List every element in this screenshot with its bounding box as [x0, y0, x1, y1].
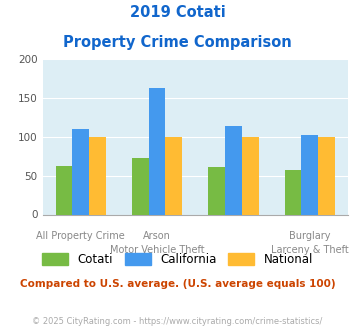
Text: Arson: Arson [143, 231, 171, 241]
Bar [56, 166, 72, 214]
Bar [149, 88, 165, 214]
Bar [89, 137, 106, 214]
Text: All Property Crime: All Property Crime [36, 231, 125, 241]
Bar [318, 137, 335, 214]
Bar [242, 137, 258, 214]
Bar [225, 126, 242, 214]
Text: 2019 Cotati: 2019 Cotati [130, 5, 225, 20]
Text: Motor Vehicle Theft: Motor Vehicle Theft [110, 245, 204, 255]
Text: Property Crime Comparison: Property Crime Comparison [63, 35, 292, 50]
Text: © 2025 CityRating.com - https://www.cityrating.com/crime-statistics/: © 2025 CityRating.com - https://www.city… [32, 317, 323, 326]
Bar [72, 129, 89, 214]
Bar [301, 135, 318, 214]
Text: Compared to U.S. average. (U.S. average equals 100): Compared to U.S. average. (U.S. average … [20, 279, 335, 289]
Bar [132, 158, 149, 214]
Text: Larceny & Theft: Larceny & Theft [271, 245, 349, 255]
Bar [285, 170, 301, 214]
Text: Burglary: Burglary [289, 231, 331, 241]
Bar [165, 137, 182, 214]
Legend: Cotati, California, National: Cotati, California, National [37, 248, 318, 271]
Bar [208, 167, 225, 214]
